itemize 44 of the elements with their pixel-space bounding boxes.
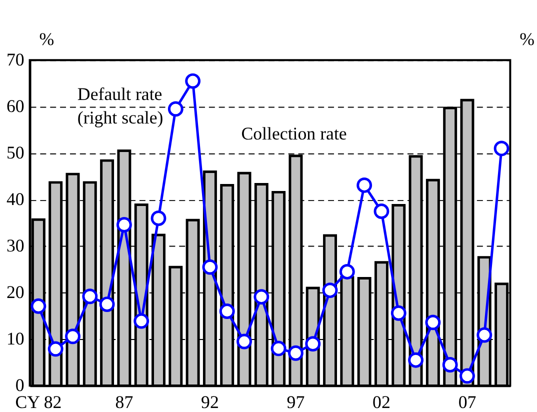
point: [356, 178, 372, 193]
point: [374, 204, 390, 219]
y-tick-label: 10: [6, 328, 24, 349]
point: [339, 264, 355, 280]
point: [288, 345, 304, 361]
x-tick-label: 97: [286, 392, 305, 412]
point: [476, 327, 492, 343]
point: [425, 314, 441, 330]
y-tick-label: 40: [6, 189, 24, 210]
point: [185, 73, 201, 89]
point: [48, 341, 64, 357]
point: [254, 289, 270, 305]
point: [99, 296, 115, 312]
point: [442, 357, 458, 372]
point: [219, 304, 235, 319]
y-tick-label: 30: [6, 236, 24, 256]
x-tick-label: 02: [372, 392, 390, 412]
text: %: [39, 29, 54, 50]
series-label: Default rate (right scale): [77, 84, 164, 128]
point: [150, 210, 166, 226]
y-tick-label: 60: [6, 96, 24, 116]
point: [322, 282, 338, 298]
y-tick-label: 20: [6, 282, 24, 302]
point: [65, 328, 80, 344]
x-tick-label: 92: [201, 392, 219, 412]
point: [168, 101, 184, 117]
point: [408, 352, 424, 368]
point: [494, 140, 510, 156]
point: [82, 288, 98, 304]
point: [30, 298, 46, 314]
point: [236, 334, 252, 350]
text: %: [520, 29, 535, 50]
point: [202, 259, 218, 275]
point: [116, 217, 132, 232]
series-label: Collection rate: [241, 124, 347, 144]
y-tick-label: 70: [6, 50, 24, 70]
point: [134, 313, 150, 329]
point: [270, 340, 286, 356]
point: [305, 336, 321, 352]
point: [460, 368, 475, 384]
y-tick-label: 50: [6, 142, 24, 163]
point: [390, 305, 406, 321]
x-tick-label: 87: [115, 392, 134, 412]
x-tick-label: 07: [458, 392, 476, 412]
